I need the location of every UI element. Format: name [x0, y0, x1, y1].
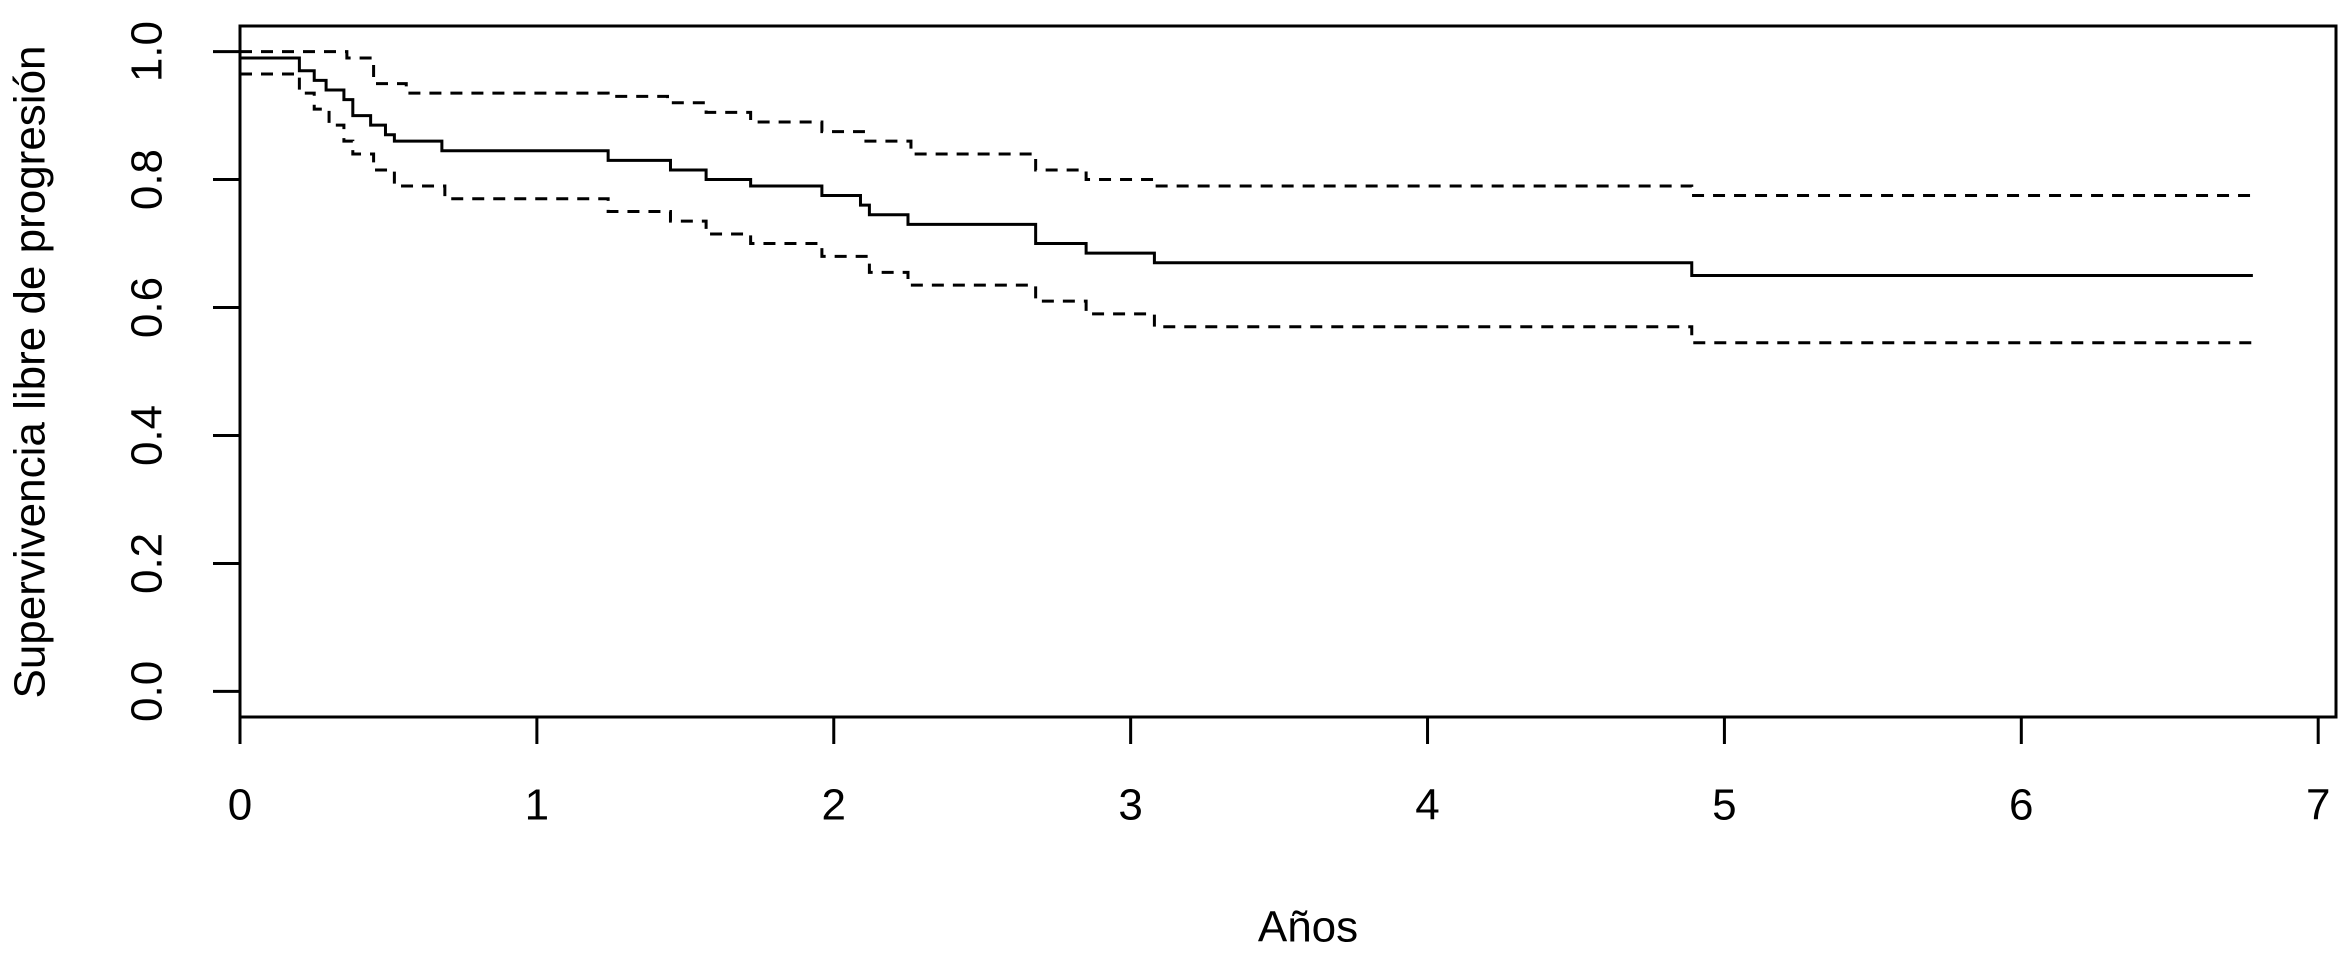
y-tick-label: 0.2: [123, 533, 172, 594]
y-tick-label: 0.8: [123, 149, 172, 210]
y-axis-label: Supervivencia libre de progresión: [6, 45, 55, 698]
x-tick-label: 1: [525, 781, 549, 830]
y-tick-label: 0.6: [123, 277, 172, 338]
x-tick-label: 5: [1712, 781, 1736, 830]
y-tick-label: 1.0: [123, 21, 172, 82]
x-axis-label: Años: [1258, 903, 1358, 952]
plot-frame: [238, 24, 2338, 719]
survival-curve: [240, 72, 2253, 345]
x-tick-label: 7: [2306, 781, 2330, 830]
x-tick-label: 6: [2009, 781, 2033, 830]
y-tick-label: 0.4: [123, 405, 172, 466]
survival-curve: [240, 50, 2253, 198]
x-tick-label: 0: [228, 781, 252, 830]
x-tick-label: 3: [1118, 781, 1142, 830]
survival-curve: [240, 56, 2253, 278]
x-tick-label: 2: [822, 781, 846, 830]
y-tick-label: 0.0: [123, 661, 172, 722]
x-tick-label: 4: [1415, 781, 1439, 830]
